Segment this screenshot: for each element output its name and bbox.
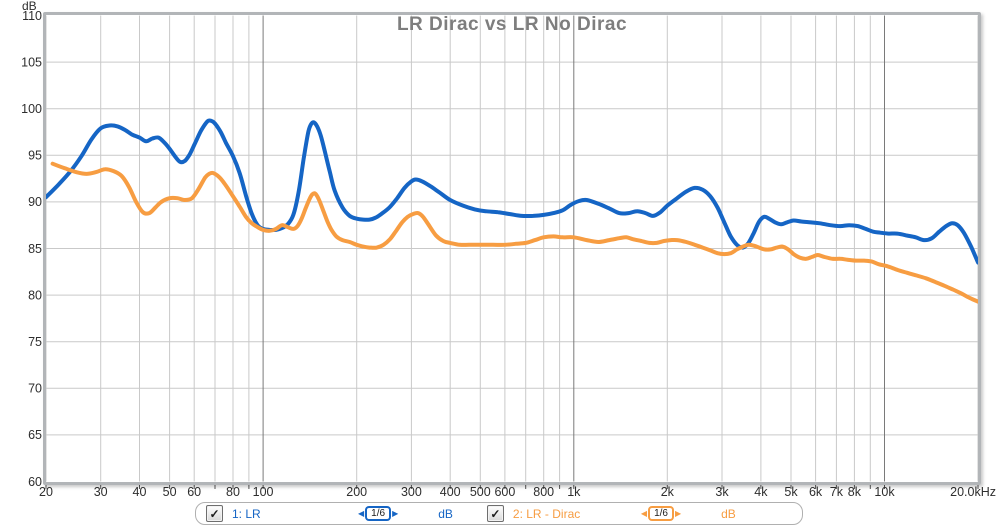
svg-text:80: 80 bbox=[28, 288, 42, 302]
svg-text:85: 85 bbox=[28, 242, 42, 256]
svg-text:75: 75 bbox=[28, 335, 42, 349]
svg-text:10k: 10k bbox=[874, 485, 895, 499]
svg-text:7k: 7k bbox=[830, 485, 844, 499]
svg-text:1k: 1k bbox=[567, 485, 581, 499]
trace-1-checkbox[interactable]: ✓ bbox=[206, 505, 223, 522]
svg-text:65: 65 bbox=[28, 428, 42, 442]
trace-curve-2 bbox=[50, 161, 978, 304]
svg-text:4k: 4k bbox=[754, 485, 768, 499]
legend-item-2: ✓ 2: LR - Dirac ◀ 1/6 ▶ dB bbox=[486, 505, 736, 522]
svg-text:500: 500 bbox=[470, 485, 491, 499]
smoothing-decrease-icon[interactable]: ◀ bbox=[640, 508, 648, 518]
trace-1-unit: dB bbox=[438, 506, 453, 521]
svg-text:100: 100 bbox=[253, 485, 274, 499]
trace-2-unit: dB bbox=[721, 506, 736, 521]
svg-text:30: 30 bbox=[94, 485, 108, 499]
svg-text:100: 100 bbox=[21, 102, 42, 116]
x-axis-ticks bbox=[45, 484, 979, 489]
svg-text:95: 95 bbox=[28, 149, 42, 163]
trace-1-label[interactable]: 1: LR bbox=[232, 506, 261, 521]
trace-1-smoothing-control[interactable]: ◀ 1/6 ▶ bbox=[358, 506, 398, 521]
smoothing-decrease-icon[interactable]: ◀ bbox=[358, 508, 365, 518]
x-axis-labels: 20 30 40 50 60 80 100 200 300 400 500 600 800 1k 2k 3k 4… bbox=[39, 485, 996, 499]
trace-curve-1 bbox=[46, 118, 978, 265]
svg-text:6k: 6k bbox=[809, 485, 823, 499]
svg-text:8k: 8k bbox=[848, 485, 862, 499]
smoothing-increase-icon[interactable]: ▶ bbox=[674, 508, 682, 518]
trace-2-smoothing-value: 1/6 bbox=[648, 506, 674, 521]
trace-curves bbox=[46, 118, 978, 304]
svg-text:5k: 5k bbox=[784, 485, 798, 499]
svg-text:60: 60 bbox=[187, 485, 201, 499]
svg-text:200: 200 bbox=[346, 485, 367, 499]
legend-bar: ✓ 1: LR ◀ 1/6 ▶ dB ✓ 2: LR - Dirac ◀ 1/6… bbox=[195, 502, 803, 525]
trace-2-label[interactable]: 2: LR - Dirac bbox=[512, 506, 581, 521]
svg-text:2k: 2k bbox=[661, 485, 675, 499]
trace-1-smoothing-value: 1/6 bbox=[365, 506, 392, 521]
svg-text:105: 105 bbox=[21, 55, 42, 69]
svg-text:400: 400 bbox=[440, 485, 461, 499]
svg-text:60: 60 bbox=[28, 475, 42, 489]
svg-text:800: 800 bbox=[533, 485, 554, 499]
svg-text:80: 80 bbox=[226, 485, 240, 499]
svg-text:3k: 3k bbox=[715, 485, 729, 499]
legend-item-1: ✓ 1: LR ◀ 1/6 ▶ dB bbox=[206, 505, 487, 522]
svg-text:40: 40 bbox=[133, 485, 147, 499]
svg-text:20: 20 bbox=[39, 485, 53, 499]
smoothing-increase-icon[interactable]: ▶ bbox=[392, 508, 399, 518]
trace-2-smoothing-control[interactable]: ◀ 1/6 ▶ bbox=[641, 506, 681, 521]
y-axis-unit-label: dB bbox=[22, 0, 37, 13]
svg-text:50: 50 bbox=[163, 485, 177, 499]
trace-2-checkbox[interactable]: ✓ bbox=[486, 505, 504, 522]
svg-text:70: 70 bbox=[28, 382, 42, 396]
grid-minor bbox=[45, 15, 979, 482]
svg-text:20.0kHz: 20.0kHz bbox=[950, 485, 996, 499]
chart-title: LR Dirac vs LR No Dirac bbox=[396, 14, 628, 35]
grid-major bbox=[262, 15, 885, 482]
svg-text:110: 110 bbox=[22, 9, 42, 23]
y-axis-labels: 110 105 100 95 90 85 80 75 70 65 60 bbox=[21, 9, 42, 489]
svg-text:300: 300 bbox=[401, 485, 422, 499]
svg-text:90: 90 bbox=[28, 195, 42, 209]
svg-text:600: 600 bbox=[494, 485, 515, 499]
